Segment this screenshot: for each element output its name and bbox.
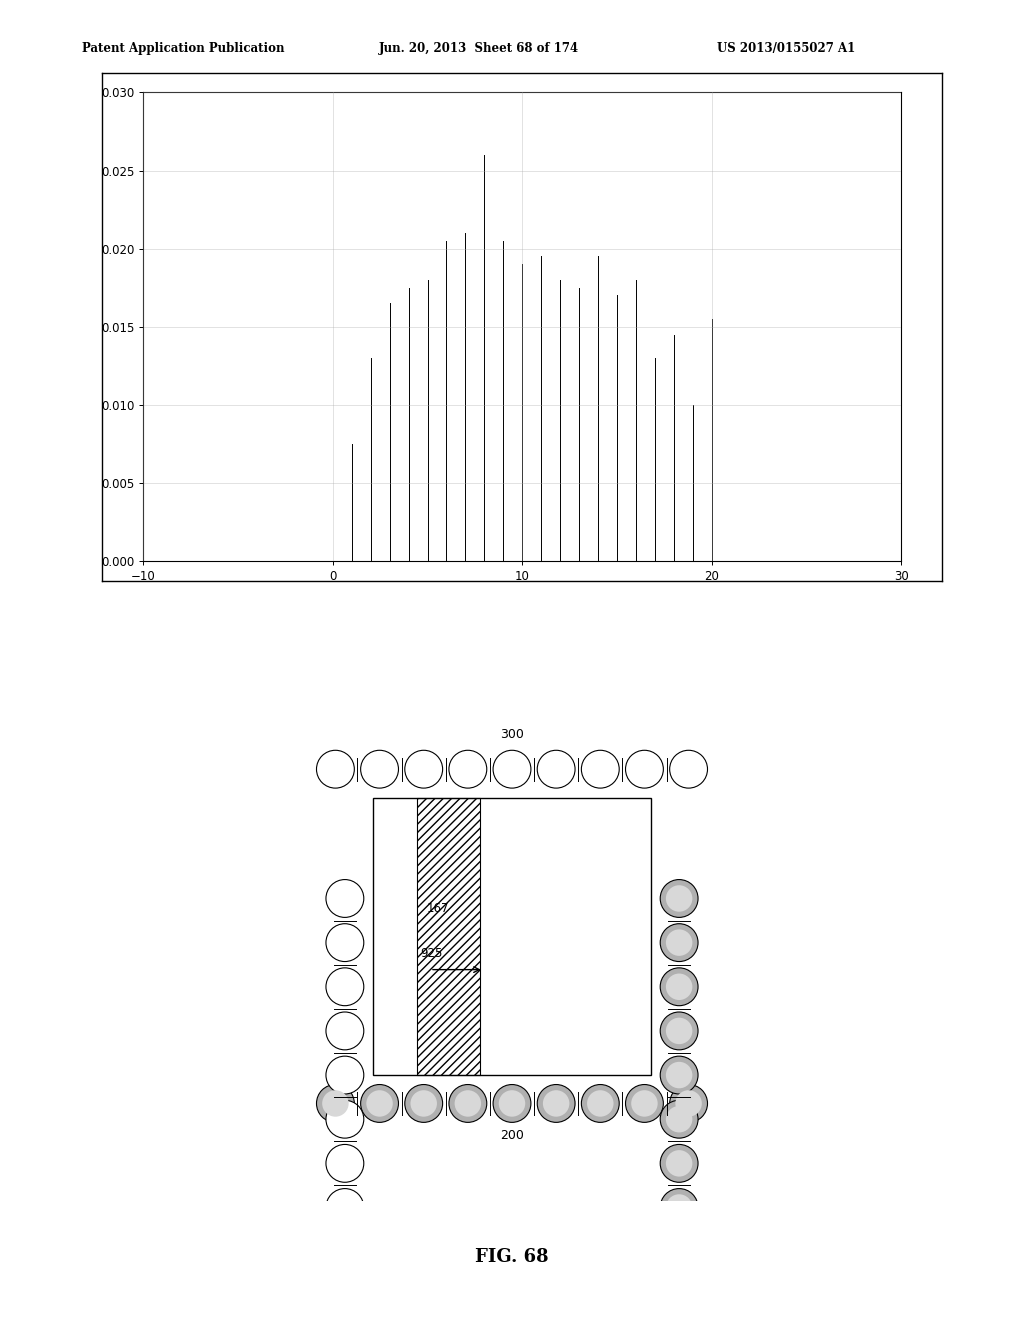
Circle shape [660, 968, 698, 1006]
Circle shape [326, 1233, 364, 1271]
Circle shape [670, 1085, 708, 1122]
Circle shape [326, 1144, 364, 1183]
Bar [418, 797, 480, 1074]
Circle shape [666, 1106, 692, 1133]
Circle shape [316, 750, 354, 788]
Circle shape [666, 1061, 692, 1088]
Circle shape [538, 750, 575, 788]
Circle shape [449, 750, 486, 788]
Circle shape [360, 1085, 398, 1122]
Circle shape [326, 1012, 364, 1049]
Text: FIG. 68: FIG. 68 [475, 1247, 549, 1266]
Circle shape [666, 1150, 692, 1176]
Text: 925: 925 [421, 948, 443, 960]
Circle shape [582, 750, 620, 788]
Circle shape [660, 1144, 698, 1183]
Circle shape [587, 1090, 613, 1117]
Circle shape [660, 924, 698, 961]
Circle shape [660, 1233, 698, 1271]
Circle shape [449, 1085, 486, 1122]
Circle shape [326, 968, 364, 1006]
Circle shape [660, 1188, 698, 1226]
Circle shape [326, 1056, 364, 1094]
Circle shape [404, 750, 442, 788]
Circle shape [326, 1188, 364, 1226]
Circle shape [666, 974, 692, 1001]
Circle shape [326, 1101, 364, 1138]
Circle shape [666, 1195, 692, 1221]
Circle shape [543, 1090, 569, 1117]
Circle shape [411, 1090, 437, 1117]
Text: US 2013/0155027 A1: US 2013/0155027 A1 [717, 42, 855, 55]
Text: 200: 200 [500, 1129, 524, 1142]
Circle shape [326, 924, 364, 961]
Circle shape [499, 1090, 525, 1117]
Circle shape [316, 1085, 354, 1122]
Circle shape [494, 1085, 530, 1122]
Circle shape [631, 1090, 657, 1117]
Circle shape [660, 1101, 698, 1138]
Circle shape [538, 1085, 575, 1122]
Circle shape [666, 929, 692, 956]
Circle shape [323, 1090, 348, 1117]
Circle shape [666, 886, 692, 912]
Circle shape [367, 1090, 393, 1117]
Circle shape [360, 750, 398, 788]
Circle shape [404, 1085, 442, 1122]
Circle shape [670, 750, 708, 788]
Circle shape [676, 1090, 701, 1117]
Text: Jun. 20, 2013  Sheet 68 of 174: Jun. 20, 2013 Sheet 68 of 174 [379, 42, 579, 55]
Text: 167: 167 [427, 902, 450, 915]
Circle shape [326, 879, 364, 917]
Circle shape [626, 1085, 664, 1122]
Bar [374, 797, 650, 1074]
Circle shape [666, 1238, 692, 1265]
Circle shape [455, 1090, 481, 1117]
Circle shape [666, 1018, 692, 1044]
Circle shape [582, 1085, 620, 1122]
Circle shape [494, 750, 530, 788]
Text: Patent Application Publication: Patent Application Publication [82, 42, 285, 55]
Circle shape [660, 1012, 698, 1049]
Circle shape [660, 1056, 698, 1094]
Text: 300: 300 [500, 727, 524, 741]
Circle shape [626, 750, 664, 788]
Circle shape [660, 879, 698, 917]
